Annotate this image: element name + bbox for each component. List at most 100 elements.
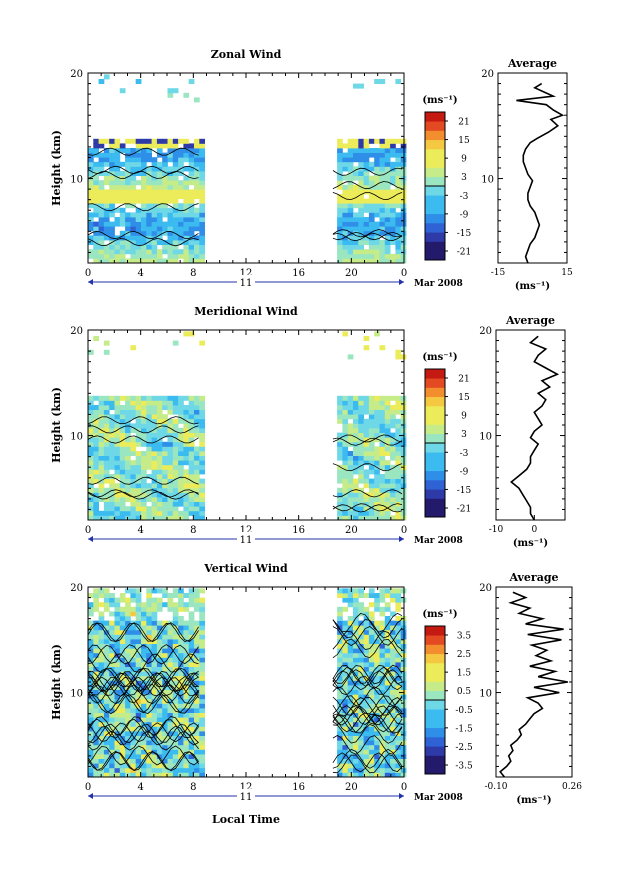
- colorbar-swatch: [425, 663, 445, 673]
- colorbar-swatch: [425, 204, 445, 215]
- profile-x-tick-label: 15: [561, 268, 573, 278]
- panel-2: Meridional Wind 0 4 8 12 16 20 0 20 10 Height (km)…: [50, 305, 566, 549]
- day-label-bg: [237, 532, 255, 544]
- colorbar-swatch: [425, 378, 445, 388]
- x-tick-label: 4: [137, 525, 143, 536]
- x-tick-label: 0: [401, 782, 407, 793]
- profile-line: [510, 335, 560, 521]
- colorbar-swatch: [425, 764, 445, 775]
- panel-3: Vertical Wind 0 4 8 12 16 20 0 20 10 Height (km) 11…: [50, 562, 582, 806]
- colorbar-swatch: [425, 443, 445, 453]
- colorbar-swatch: [425, 452, 445, 462]
- colorbar-tick-label: -3: [460, 449, 469, 459]
- day-axis-arrow: [399, 279, 404, 285]
- x-tick-label: 20: [345, 268, 358, 279]
- x-tick-label: 0: [401, 268, 407, 279]
- panel-title: Meridional Wind: [194, 305, 298, 318]
- colorbar-tick-label: -21: [457, 505, 472, 515]
- day-axis-arrow: [399, 536, 404, 542]
- colorbar-swatch: [425, 213, 445, 224]
- colorbar-swatch: [425, 139, 445, 150]
- date-label: Mar 2008: [414, 793, 463, 803]
- colorbar-swatch: [425, 130, 445, 141]
- colorbar-swatch: [425, 415, 445, 425]
- profile-title: Average: [507, 57, 557, 70]
- profile-frame: [497, 72, 568, 264]
- colorbar-swatch: [425, 755, 445, 766]
- x-axis-label: Local Time: [212, 813, 280, 826]
- day-axis-arrow: [399, 793, 404, 799]
- colorbar-swatch: [425, 158, 445, 168]
- colorbar-tick-label: 9: [461, 155, 467, 165]
- profile-y-tick-label: 10: [479, 432, 492, 443]
- date-label: Mar 2008: [414, 536, 463, 546]
- colorbar-swatch: [425, 433, 445, 444]
- colorbar-swatch: [425, 369, 445, 379]
- profile-line: [516, 82, 565, 264]
- profile-title: Average: [508, 571, 558, 584]
- colorbar-swatch: [425, 195, 445, 205]
- colorbar-swatch: [425, 186, 445, 196]
- x-tick-label: 8: [190, 782, 196, 793]
- y-tick-label: 10: [70, 689, 83, 700]
- heatmap-field: [88, 331, 407, 521]
- x-tick-label: 20: [345, 782, 358, 793]
- colorbar-tick-label: 2.5: [457, 650, 472, 660]
- colorbar-tick-label: 0.5: [457, 687, 472, 697]
- x-tick-label: 12: [240, 268, 253, 279]
- x-tick-label: 8: [190, 525, 196, 536]
- day-label-bg: [237, 275, 255, 287]
- colorbar-swatch: [425, 149, 445, 159]
- colorbar-unit: (ms⁻¹): [422, 352, 457, 363]
- profile-y-tick-label: 20: [479, 583, 492, 594]
- colorbar-unit: (ms⁻¹): [422, 609, 457, 620]
- colorbar-tick-label: 9: [461, 412, 467, 422]
- colorbar-tick-label: 1.5: [457, 669, 472, 679]
- x-tick-label: 16: [292, 525, 305, 536]
- colorbar-swatch: [425, 690, 445, 701]
- x-tick-label: 12: [240, 525, 253, 536]
- y-tick-label: 20: [70, 583, 83, 594]
- colorbar-swatch: [425, 635, 445, 645]
- colorbar-swatch: [425, 727, 445, 738]
- colorbar-swatch: [425, 223, 445, 233]
- day-label: 11: [240, 792, 253, 803]
- y-axis-label: Height (km): [50, 130, 63, 206]
- colorbar-tick-label: -15: [457, 486, 472, 496]
- x-tick-label: 0: [85, 268, 91, 279]
- colorbar-swatch: [425, 121, 445, 131]
- x-tick-label: 0: [85, 782, 91, 793]
- colorbar-tick-label: -21: [457, 248, 472, 258]
- panel-title: Zonal Wind: [211, 48, 282, 61]
- profile-x-label: (ms⁻¹): [516, 795, 551, 806]
- profile-y-tick-label: 20: [481, 69, 494, 80]
- profile-x-label: (ms⁻¹): [515, 281, 550, 292]
- x-tick-label: 16: [292, 782, 305, 793]
- colorbar-swatch: [425, 700, 445, 710]
- contour-lines: [87, 612, 403, 774]
- x-tick-label: 0: [401, 525, 407, 536]
- colorbar-swatch: [425, 681, 445, 692]
- colorbar-swatch: [425, 737, 445, 747]
- date-label: Mar 2008: [414, 279, 463, 289]
- y-tick-label: 20: [70, 69, 83, 80]
- colorbar-swatch: [425, 498, 445, 509]
- colorbar-swatch: [425, 626, 445, 636]
- profile-frame: [495, 329, 566, 521]
- colorbar-swatch: [425, 250, 445, 261]
- panel-title: Vertical Wind: [203, 562, 288, 575]
- y-axis-label: Height (km): [50, 387, 63, 463]
- colorbar-tick-label: 3: [461, 430, 467, 440]
- colorbar-swatch: [425, 718, 445, 729]
- colorbar-swatch: [425, 232, 445, 242]
- average-profile: Average 20 10 -15 15 (ms⁻¹): [481, 57, 573, 292]
- colorbar-swatch: [425, 461, 445, 472]
- profile-x-tick-label: -0.10: [484, 782, 507, 792]
- contour-lines: [87, 147, 403, 247]
- colorbar: (ms⁻¹) 3.5 2.5 1.5 0.5 -0.5 -1.5 -2.5 -3.5: [422, 609, 473, 775]
- profile-x-tick-label: 0.26: [562, 782, 582, 792]
- colorbar-swatch: [425, 709, 445, 719]
- day-axis-arrow: [88, 536, 93, 542]
- colorbar-tick-label: -15: [457, 229, 472, 239]
